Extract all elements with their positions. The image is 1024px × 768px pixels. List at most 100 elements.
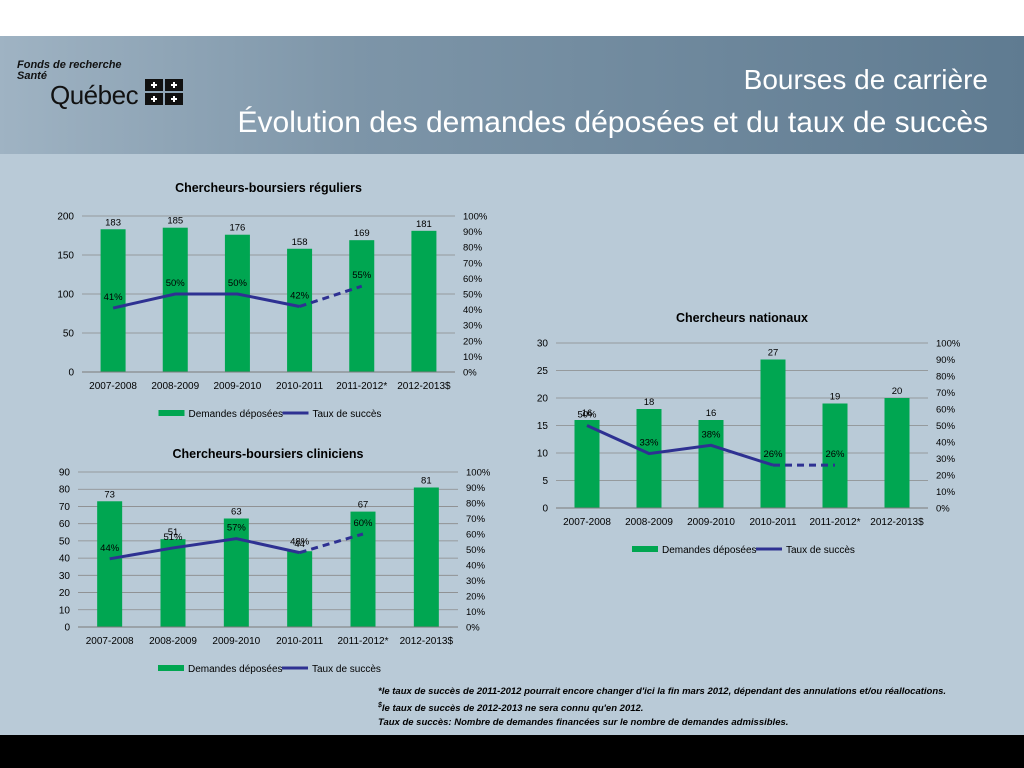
x-tick-label: 2010-2011 (276, 636, 324, 647)
top-strip (0, 0, 1024, 36)
bar-value-label: 81 (421, 476, 432, 487)
x-tick-label: 2010-2011 (276, 381, 324, 392)
y2-tick-label: 90% (466, 483, 486, 494)
bar-value-label: 185 (167, 216, 183, 227)
bar-value-label: 181 (416, 219, 432, 230)
x-tick-label: 2009-2010 (214, 381, 262, 392)
y2-tick-label: 80% (936, 372, 956, 383)
x-tick-label: 2012-2013$ (400, 636, 454, 647)
y-tick-label: 60 (59, 519, 71, 530)
chart-title: Chercheurs-boursiers réguliers (175, 181, 362, 195)
logo-quebec-wordmark: Québec (50, 80, 139, 110)
bar-value-label: 16 (582, 408, 593, 419)
success-rate-label: 57% (227, 523, 247, 534)
success-rate-line (112, 292, 300, 310)
bar (822, 403, 848, 508)
y2-tick-label: 100% (936, 339, 961, 350)
logo-line1: Fonds de recherche (17, 59, 122, 71)
bar (100, 229, 126, 372)
bar (287, 248, 313, 372)
x-tick-label: 2008-2009 (149, 636, 197, 647)
success-rate-label: 26% (763, 449, 783, 460)
y2-tick-label: 100% (466, 468, 491, 479)
success-rate-label: 51% (163, 532, 183, 543)
x-tick-label: 2010-2011 (749, 517, 797, 528)
x-tick-label: 2007-2008 (89, 381, 137, 392)
y-tick-label: 0 (542, 504, 548, 515)
y2-tick-label: 40% (463, 305, 483, 316)
chart-title: Chercheurs nationaux (676, 311, 808, 325)
bar-value-label: 169 (354, 228, 370, 239)
bar (411, 230, 437, 372)
bar (160, 539, 186, 627)
bar-value-label: 67 (358, 500, 369, 511)
success-rate-line (109, 537, 300, 561)
y2-tick-label: 90% (463, 227, 483, 238)
y2-tick-label: 30% (463, 321, 483, 332)
y-tick-label: 200 (57, 212, 74, 223)
legend-bar-swatch (158, 410, 185, 416)
x-tick-label: 2007-2008 (86, 636, 134, 647)
legend-line-label: Taux de succès (786, 545, 855, 556)
y2-tick-label: 60% (466, 530, 486, 541)
success-rate-label: 50% (228, 278, 248, 289)
success-rate-label: 55% (352, 270, 372, 281)
quebec-flag-logo-icon (145, 79, 183, 105)
bar (350, 511, 376, 627)
success-rate-label: 26% (825, 449, 845, 460)
y2-tick-label: 90% (936, 355, 956, 366)
y-tick-label: 90 (59, 468, 71, 479)
success-rate-label: 50% (577, 410, 597, 421)
chart-reguliers: Chercheurs-boursiers réguliers 0 50 100 150 2… (57, 181, 488, 420)
success-rate-label: 50% (166, 278, 186, 289)
legend-bar-label: Demandes déposées (188, 664, 283, 675)
success-rate-label: 33% (639, 438, 659, 449)
success-rate-label: 48% (290, 537, 310, 548)
y-tick-label: 30 (59, 571, 71, 582)
x-tick-label: 2009-2010 (687, 517, 735, 528)
slide-title-line1: Bourses de carrière (743, 64, 988, 95)
y2-tick-label: 50% (936, 421, 956, 432)
bar (636, 409, 662, 508)
bar (698, 420, 724, 508)
bar (287, 551, 313, 627)
y2-tick-label: 30% (466, 576, 486, 587)
legend-bar-label: Demandes déposées (189, 409, 284, 420)
footnote-marker: $ (378, 702, 382, 709)
success-rate-line (586, 424, 774, 467)
x-tick-label: 2012-2013$ (870, 517, 924, 528)
legend-line-label: Taux de succès (312, 664, 381, 675)
x-tick-label: 2012-2013$ (397, 381, 451, 392)
bar-value-label: 27 (768, 348, 779, 359)
y-tick-label: 20 (59, 588, 71, 599)
chart-cliniciens: Chercheurs-boursiers cliniciens 0 10 20 30 40… (59, 447, 491, 675)
y-tick-label: 25 (537, 366, 549, 377)
y-tick-label: 30 (537, 339, 549, 350)
y2-tick-label: 70% (463, 258, 483, 269)
bar-value-label: 16 (706, 408, 717, 419)
y2-tick-label: 10% (466, 607, 486, 618)
x-tick-label: 2009-2010 (212, 636, 260, 647)
logo-line2: Santé (17, 70, 47, 82)
y2-tick-label: 50% (463, 290, 483, 301)
y-tick-label: 50 (63, 329, 75, 340)
y2-tick-label: 100% (463, 212, 488, 223)
y-tick-label: 0 (68, 368, 74, 379)
y-tick-label: 10 (537, 449, 549, 460)
success-rate-label: 38% (701, 429, 721, 440)
x-tick-label: 2008-2009 (625, 517, 673, 528)
footnote-text: le taux de succès de 2012-2013 ne sera c… (381, 703, 644, 715)
bar-value-label: 158 (292, 237, 308, 248)
legend-bar-label: Demandes déposées (662, 545, 757, 556)
y2-tick-label: 40% (936, 438, 956, 449)
legend-bar-swatch (158, 665, 184, 671)
y2-tick-label: 40% (466, 561, 486, 572)
y2-tick-label: 20% (463, 336, 483, 347)
slide-title-line2: Évolution des demandes déposées et du ta… (237, 106, 989, 139)
y-tick-label: 100 (57, 290, 74, 301)
bar-value-label: 20 (892, 386, 903, 397)
x-tick-label: 2011-2012* (336, 381, 387, 392)
footnote-success-rate-2011: *le taux de succès de 2011-2012 pourrait… (378, 686, 947, 697)
y2-tick-label: 50% (466, 545, 486, 556)
bar-value-label: 51 (168, 527, 179, 538)
